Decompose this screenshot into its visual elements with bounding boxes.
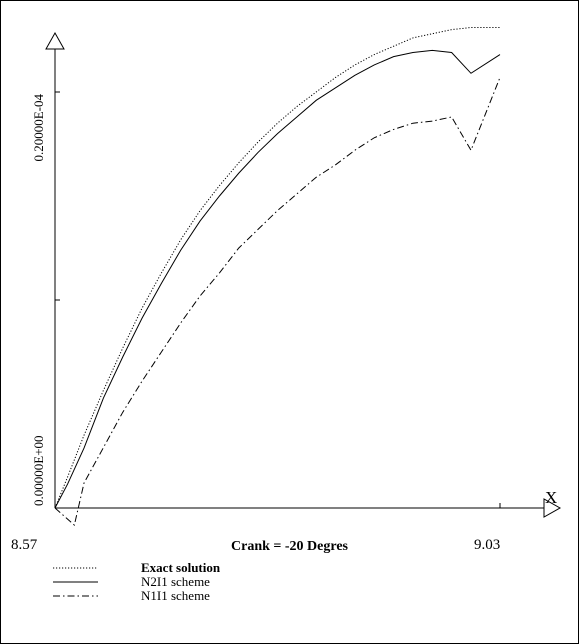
- series-line-2: [54, 49, 501, 509]
- series-layer: [54, 27, 501, 526]
- legend-label-2: N2I1 scheme: [141, 574, 210, 589]
- series-line-3: [54, 77, 501, 526]
- x-tick-label: 9.03: [474, 537, 500, 553]
- legend-label-3: N1I1 scheme: [141, 588, 210, 603]
- x-axis-arrow-icon: [543, 498, 562, 518]
- y-tick-label: 0.00000E+00: [31, 435, 46, 506]
- y-axis-arrow-icon: [45, 31, 65, 50]
- legend-label-1: Exact solution: [141, 560, 221, 575]
- chart-title: Crank = -20 Degres: [231, 539, 349, 554]
- x-axis-label: X: [545, 488, 557, 507]
- axes: [45, 31, 562, 518]
- x-tick-label: 8.57: [11, 537, 38, 553]
- labels-layer: 0.00000E+00 0.20000E-04 8.57 9.03 X Crank = -…: [11, 94, 557, 554]
- series-line-1: [54, 27, 500, 509]
- y-tick-label: 0.20000E-04: [31, 94, 46, 162]
